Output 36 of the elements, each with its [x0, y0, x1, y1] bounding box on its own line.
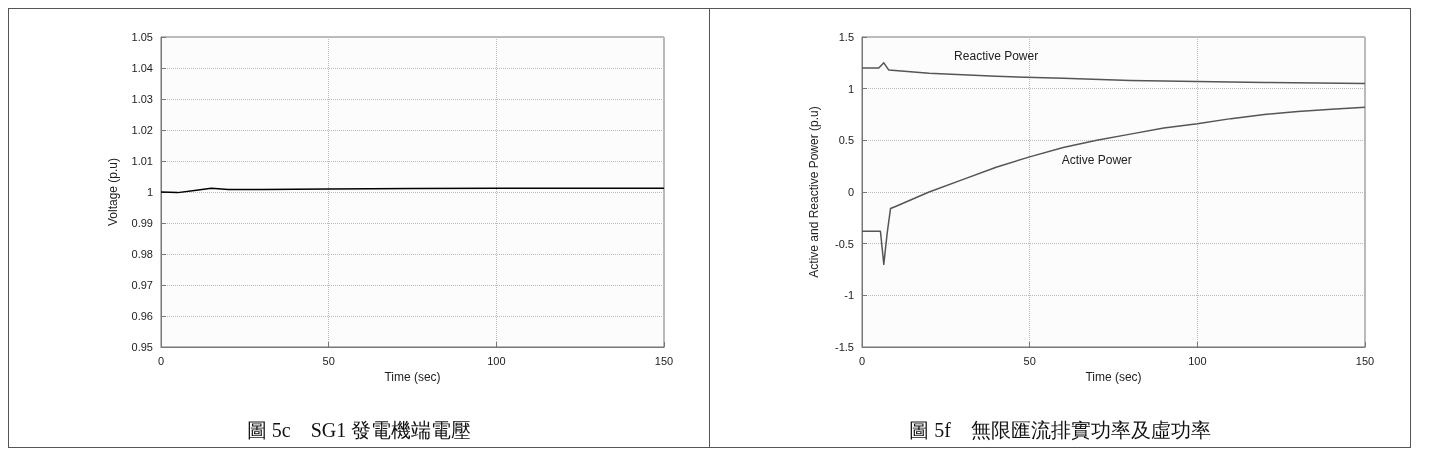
y-tick-label: 0.96: [131, 310, 153, 322]
x-tick-label: 100: [487, 354, 506, 367]
y-tick-label: 0: [847, 186, 854, 198]
x-tick-label: 0: [858, 354, 866, 367]
y-tick-label: 0.97: [131, 279, 153, 291]
line-series: [861, 62, 1366, 85]
y-tick-label: 1.01: [131, 155, 153, 167]
y-tick-label: -1: [844, 289, 854, 302]
y-tick-label: 0.98: [131, 248, 153, 260]
y-axis-title: Active and Reactive Power (p.u): [807, 106, 821, 278]
x-tick-label: 50: [1023, 354, 1036, 367]
y-tick-label: 1.03: [131, 93, 153, 105]
y-tick-label: 1.05: [131, 31, 153, 43]
text: 圖 5c SG1 發電機端電壓: [246, 419, 472, 441]
x-tick-label: 50: [322, 354, 335, 367]
y-tick-label: 1.02: [131, 124, 153, 136]
series-label: Active Power: [1061, 153, 1132, 168]
y-tick-label: 1: [847, 82, 854, 95]
y-tick-label: -0.5: [835, 237, 854, 250]
text: 圖 5f 無限匯流排實功率及虛功率: [909, 419, 1211, 441]
x-tick-label: 100: [1188, 354, 1207, 367]
y-tick-label: 0.5: [838, 134, 854, 147]
y-tick-label: 0.99: [131, 217, 153, 229]
x-axis-title: Time (sec): [384, 369, 441, 384]
x-axis-title: Time (sec): [1085, 369, 1142, 384]
x-tick-label: 0: [157, 354, 165, 367]
y-axis-title: Voltage (p.u): [106, 157, 120, 227]
x-tick-label: 150: [1355, 354, 1375, 367]
y-tick-label: 1: [146, 186, 153, 198]
series-label: Reactive Power: [954, 49, 1039, 64]
x-tick-label: 150: [654, 354, 674, 367]
y-tick-label: -1.5: [835, 341, 854, 353]
y-tick-label: 1.04: [131, 62, 153, 74]
line-series: [861, 106, 1366, 266]
y-tick-label: 1.5: [838, 31, 854, 43]
y-tick-label: 0.95: [131, 341, 153, 353]
